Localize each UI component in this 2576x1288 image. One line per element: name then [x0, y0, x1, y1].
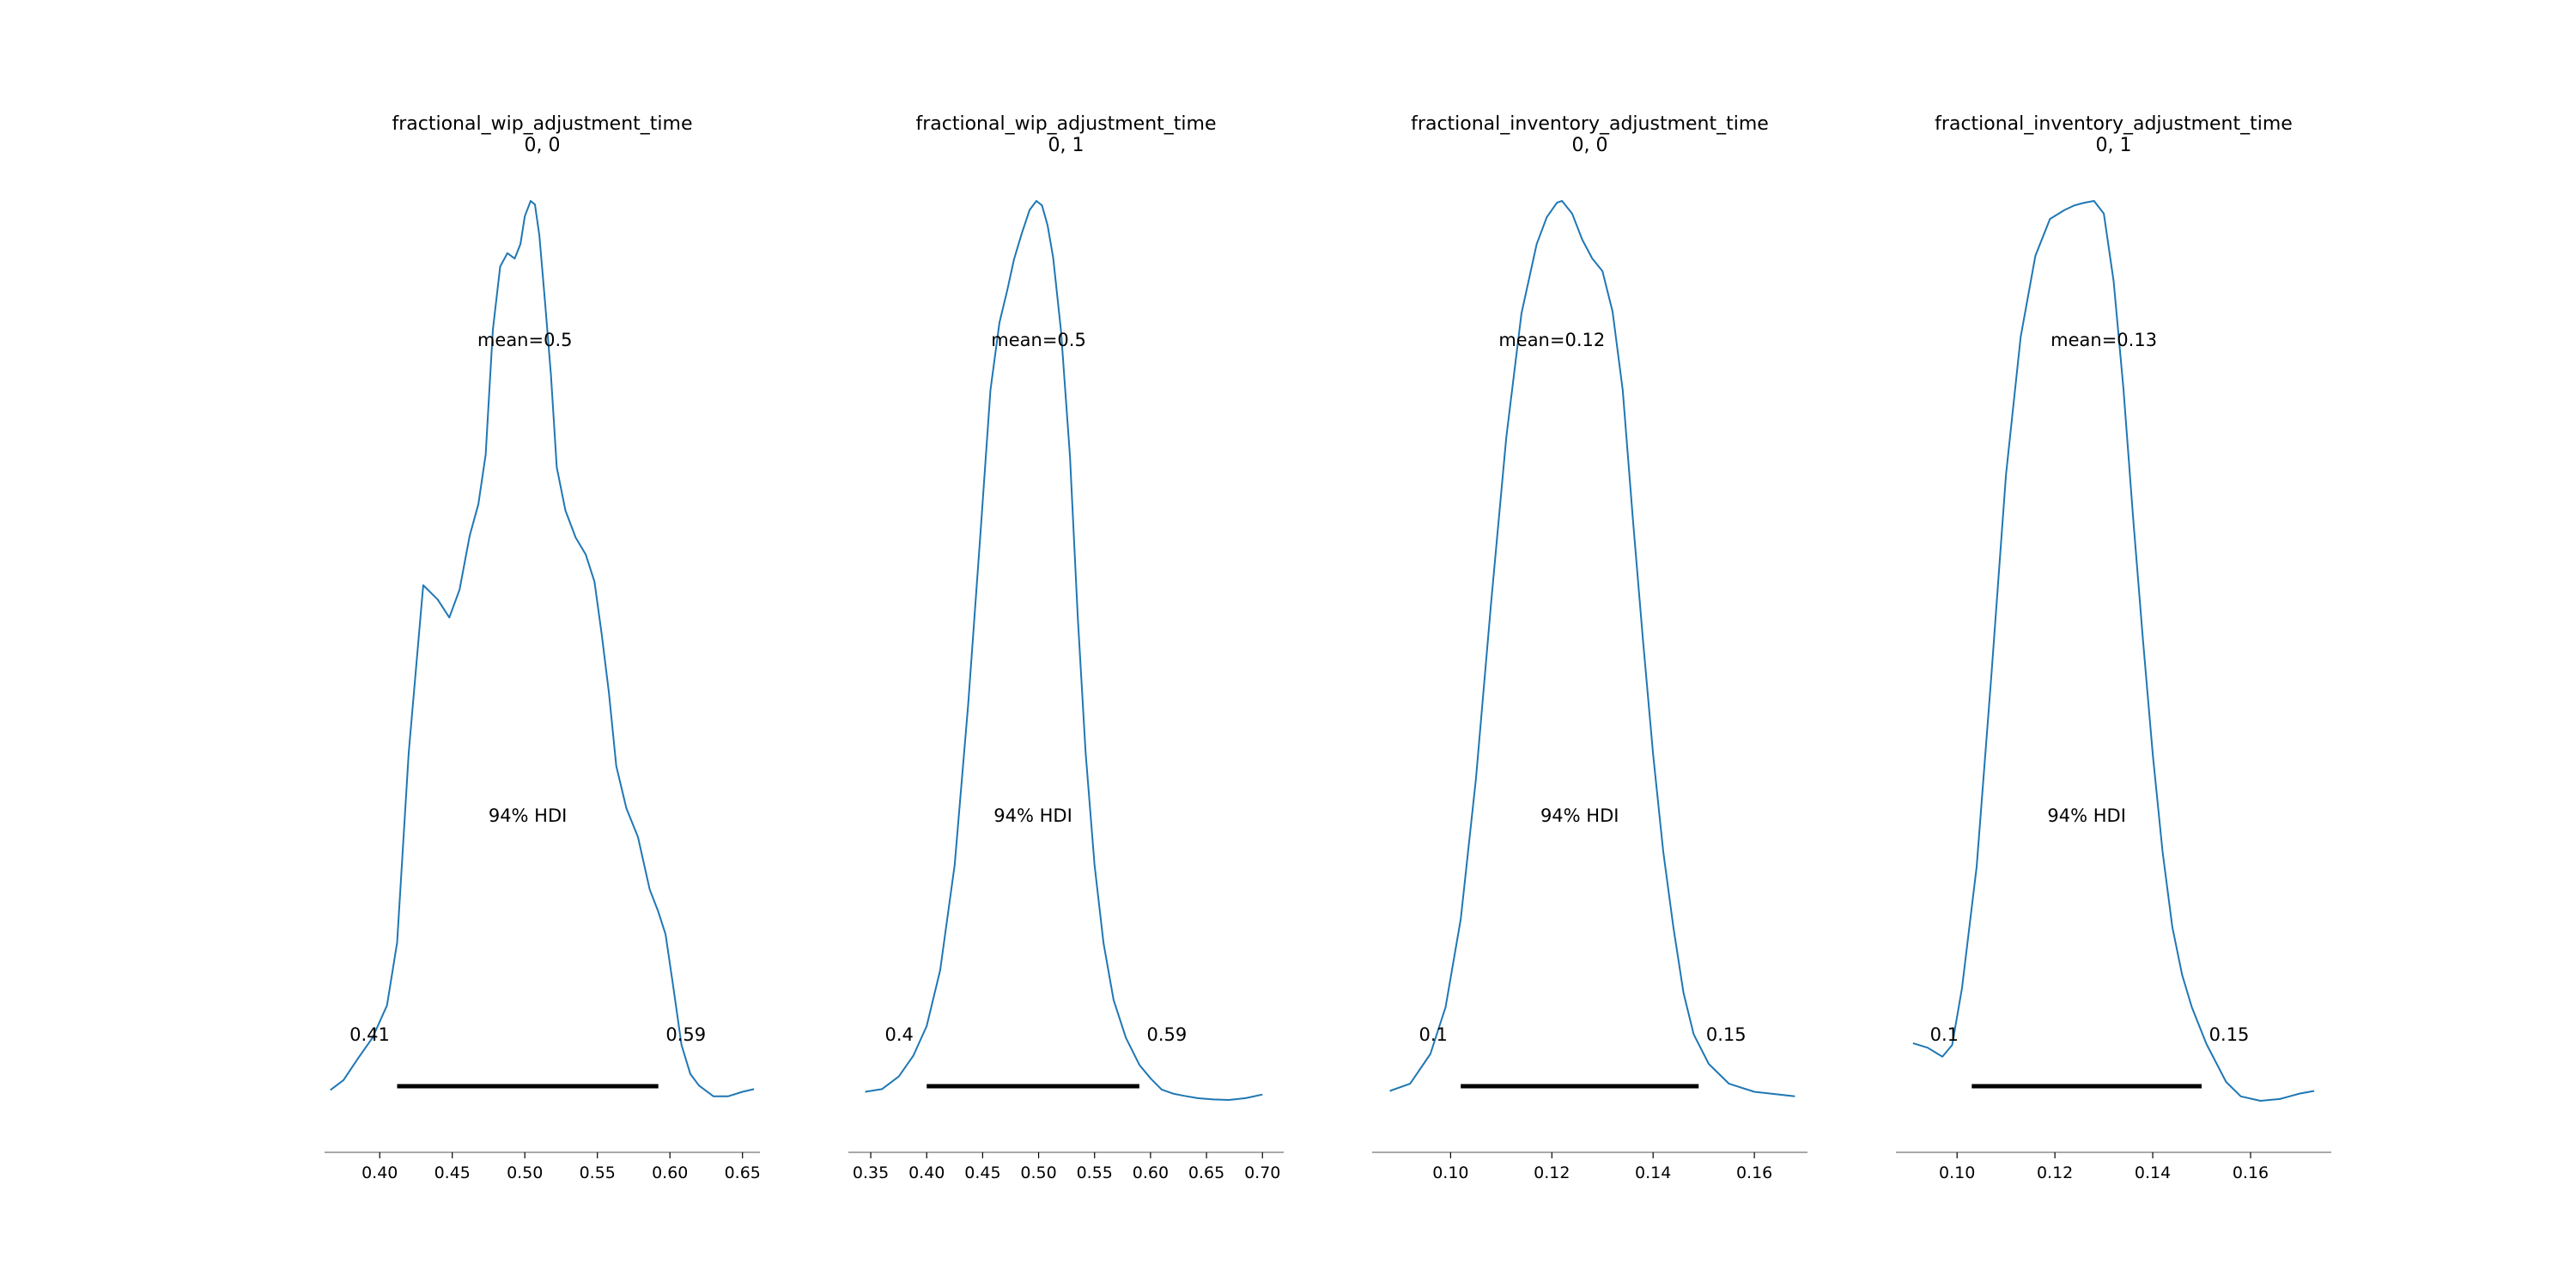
x-tick-label: 0.12 [2037, 1163, 2073, 1182]
hdi-label: 94% HDI [1540, 805, 1619, 826]
hdi-label: 94% HDI [489, 805, 568, 826]
panel-title: fractional_inventory_adjustment_time [1935, 113, 2293, 135]
x-tick-label: 0.45 [964, 1163, 1000, 1182]
panel-subtitle: 0, 0 [1572, 135, 1608, 156]
hdi-label: 94% HDI [2047, 805, 2126, 826]
panel-title: fractional_wip_adjustment_time [915, 113, 1216, 135]
x-tick-label: 0.55 [1077, 1163, 1113, 1182]
x-tick-label: 0.65 [1188, 1163, 1224, 1182]
hdi-high-label: 0.59 [1146, 1024, 1187, 1045]
hdi-label: 94% HDI [993, 805, 1072, 826]
x-tick-label: 0.10 [1432, 1163, 1468, 1182]
hdi-low-label: 0.41 [349, 1024, 390, 1045]
x-tick-label: 0.14 [1635, 1163, 1671, 1182]
hdi-high-label: 0.59 [665, 1024, 706, 1045]
x-tick-label: 0.55 [580, 1163, 616, 1182]
x-tick-label: 0.14 [2135, 1163, 2171, 1182]
x-tick-label: 0.60 [652, 1163, 688, 1182]
hdi-low-label: 0.1 [1930, 1024, 1959, 1045]
x-tick-label: 0.45 [434, 1163, 471, 1182]
hdi-high-label: 0.15 [1706, 1024, 1747, 1045]
panel-subtitle: 0, 0 [525, 135, 561, 156]
x-tick-label: 0.10 [1939, 1163, 1975, 1182]
x-tick-label: 0.60 [1133, 1163, 1169, 1182]
x-tick-label: 0.16 [1736, 1163, 1772, 1182]
x-tick-label: 0.40 [908, 1163, 945, 1182]
panel-title: fractional_inventory_adjustment_time [1411, 113, 1769, 135]
x-tick-label: 0.16 [2233, 1163, 2269, 1182]
panel-subtitle: 0, 1 [2096, 135, 2132, 156]
panel-title: fractional_wip_adjustment_time [392, 113, 692, 135]
hdi-low-label: 0.1 [1419, 1024, 1447, 1045]
mean-label: mean=0.5 [991, 330, 1086, 350]
hdi-low-label: 0.4 [885, 1024, 914, 1045]
mean-label: mean=0.13 [2050, 330, 2157, 350]
hdi-high-label: 0.15 [2209, 1024, 2250, 1045]
x-tick-label: 0.70 [1244, 1163, 1280, 1182]
mean-label: mean=0.12 [1498, 330, 1605, 350]
mean-label: mean=0.5 [477, 330, 573, 350]
x-tick-label: 0.50 [1020, 1163, 1056, 1182]
density-curve [1912, 200, 2315, 1102]
density-curve [330, 200, 755, 1097]
x-tick-label: 0.50 [507, 1163, 543, 1182]
x-tick-label: 0.12 [1534, 1163, 1570, 1182]
x-tick-label: 0.35 [853, 1163, 889, 1182]
x-tick-label: 0.40 [361, 1163, 398, 1182]
panel-subtitle: 0, 1 [1048, 135, 1084, 156]
density-curve [865, 200, 1263, 1101]
density-curve [1389, 200, 1795, 1097]
x-tick-label: 0.65 [725, 1163, 761, 1182]
